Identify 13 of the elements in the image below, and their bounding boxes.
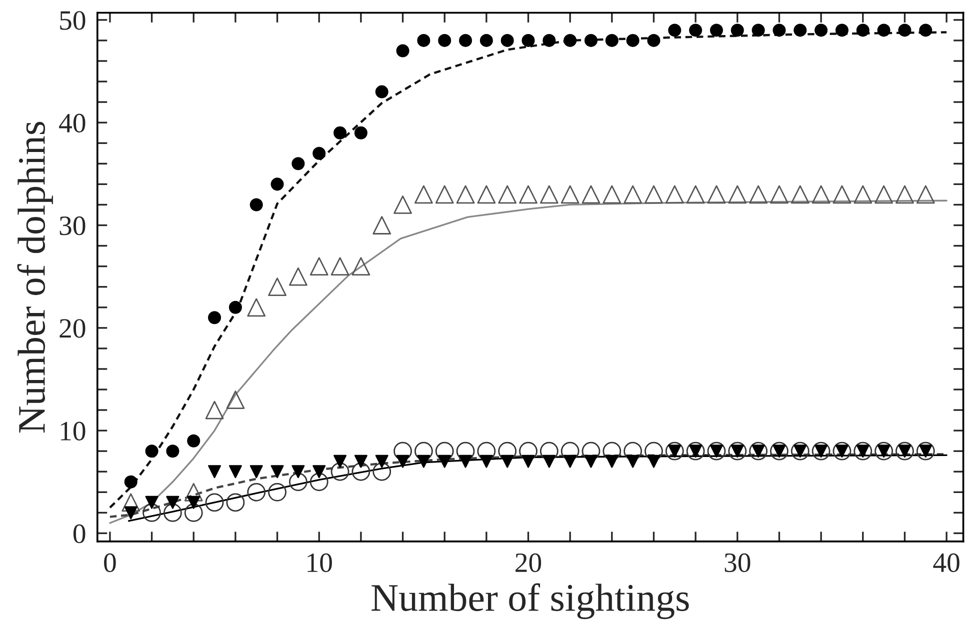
y-tick-label: 20 [60, 319, 86, 338]
y-tick-label: 50 [60, 11, 86, 30]
x-tick-label: 20 [516, 553, 542, 572]
x-tick-label: 10 [308, 553, 332, 572]
x-tick-label: 0 [104, 553, 116, 572]
x-tick-label: 30 [724, 553, 750, 572]
y-tick-label: 40 [59, 114, 86, 132]
x-tick-label: 40 [933, 553, 960, 572]
y-tick-label: 10 [60, 422, 86, 440]
x-axis-title: Number of sightings [372, 583, 689, 620]
y-tick-label: 30 [60, 216, 86, 236]
y-axis-title: Number of dolphins [17, 122, 53, 433]
y-tick-label: 0 [73, 524, 86, 544]
